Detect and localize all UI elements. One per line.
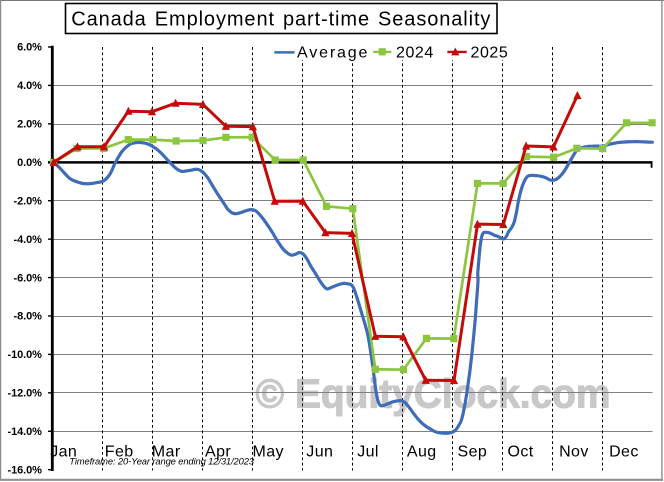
svg-text:Sep: Sep <box>458 444 488 461</box>
svg-text:Jul: Jul <box>357 444 379 461</box>
svg-text:-4.0%: -4.0% <box>14 234 43 246</box>
svg-text:-12.0%: -12.0% <box>8 388 43 400</box>
svg-text:Apr: Apr <box>205 444 231 461</box>
svg-text:-2.0%: -2.0% <box>14 195 43 207</box>
svg-text:2.0%: 2.0% <box>17 119 42 131</box>
svg-text:Feb: Feb <box>105 444 134 461</box>
svg-text:-10.0%: -10.0% <box>8 349 43 361</box>
svg-text:© EquityClock.com: © EquityClock.com <box>256 371 611 417</box>
svg-text:Timeframe: 20-Year range endin: Timeframe: 20-Year range ending 12/31/20… <box>69 456 254 467</box>
svg-text:-14.0%: -14.0% <box>8 426 43 438</box>
svg-text:Aug: Aug <box>407 444 437 461</box>
svg-text:2024: 2024 <box>396 44 434 61</box>
svg-text:Average: Average <box>297 44 369 61</box>
svg-text:6.0%: 6.0% <box>17 42 42 54</box>
svg-text:2025: 2025 <box>471 44 509 61</box>
svg-text:Oct: Oct <box>508 444 534 461</box>
svg-text:-16.0%: -16.0% <box>8 464 43 476</box>
svg-text:-6.0%: -6.0% <box>14 272 43 284</box>
svg-text:0.0%: 0.0% <box>17 157 42 169</box>
svg-text:4.0%: 4.0% <box>17 80 42 92</box>
svg-text:Dec: Dec <box>609 444 639 461</box>
svg-text:Jun: Jun <box>306 444 333 461</box>
svg-text:Nov: Nov <box>559 444 589 461</box>
svg-text:Canada Employment part-time Se: Canada Employment part-time Seasonality <box>71 9 491 31</box>
svg-text:May: May <box>253 444 284 461</box>
svg-text:Jan: Jan <box>50 444 77 461</box>
svg-text:Mar: Mar <box>152 444 181 461</box>
svg-text:-8.0%: -8.0% <box>14 311 43 323</box>
